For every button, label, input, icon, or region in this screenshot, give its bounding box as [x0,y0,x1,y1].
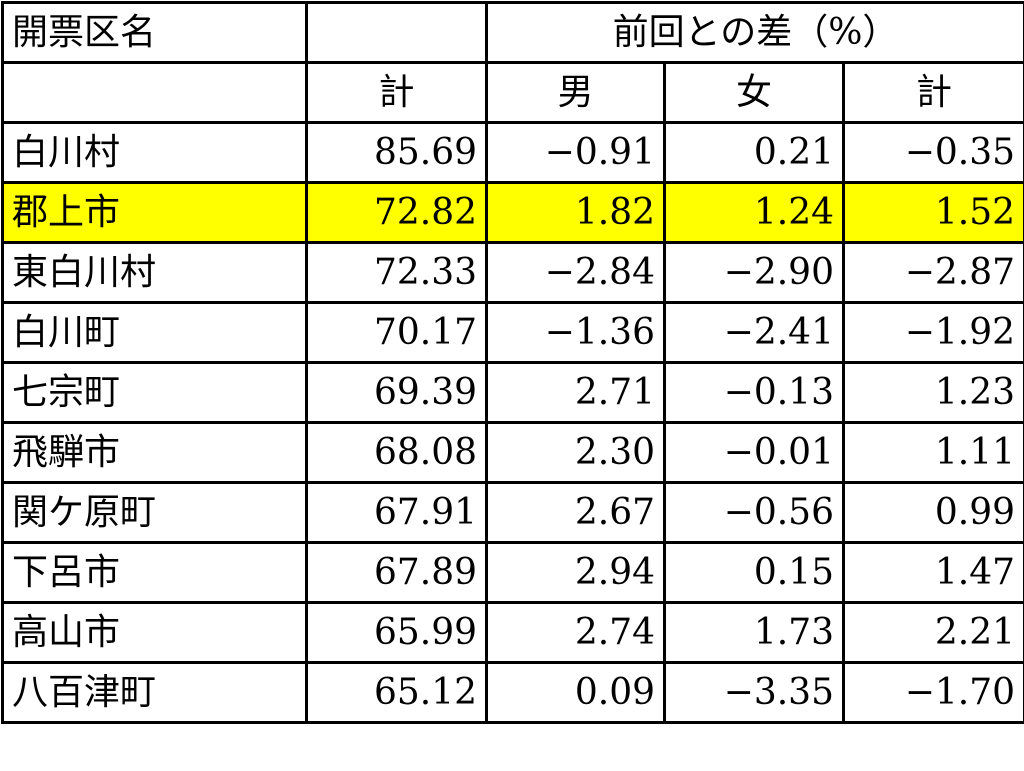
district-cell: 八百津町 [1,661,308,724]
header-cell: 前回との差（%） [484,1,1024,64]
value-cell: 72.82 [305,181,488,244]
value-cell: −2.41 [663,301,845,364]
value-cell: 2.21 [841,601,1024,664]
value-cell: −3.35 [663,661,845,724]
district-cell: 郡上市 [1,181,308,244]
value-cell: −0.01 [663,421,845,484]
value-cell: 2.30 [485,421,666,484]
value-cell: 1.47 [841,541,1024,604]
value-cell: −0.35 [841,121,1024,184]
data-row: 飛騨市 68.08 2.30 −0.01 1.11 [1,421,1024,484]
district-cell: 白川村 [1,121,308,184]
district-cell: 関ケ原町 [1,481,308,544]
data-row: 八百津町 65.12 0.09 −3.35 −1.70 [1,661,1024,724]
district-cell: 下呂市 [1,541,308,604]
district-cell: 高山市 [1,601,308,664]
header-cell: 計 [841,61,1024,124]
district-cell: 七宗町 [1,361,308,424]
header-cell: 開票区名 [1,1,308,64]
value-cell: −0.56 [663,481,845,544]
value-cell: 70.17 [305,301,488,364]
header-row: 計 男 女 計 [1,61,1024,124]
data-row: 白川村 85.69 −0.91 0.21 −0.35 [1,121,1024,184]
value-cell: 69.39 [305,361,488,424]
district-cell: 白川町 [1,301,308,364]
value-cell: −2.84 [485,241,666,304]
value-cell: −2.87 [841,241,1024,304]
value-cell: 1.11 [841,421,1024,484]
data-row: 郡上市 72.82 1.82 1.24 1.52 [1,181,1024,244]
district-cell: 飛騨市 [1,421,308,484]
data-table: 開票区名 前回との差（%） 計 男 女 計 白川村 85.69 −0.91 0.21−… [1,1,1024,724]
value-cell: 65.99 [305,601,488,664]
value-cell: 1.82 [485,181,666,244]
value-cell: 85.69 [305,121,488,184]
value-cell: 1.24 [663,181,845,244]
table-body: 開票区名 前回との差（%） 計 男 女 計 白川村 85.69 −0.91 0.21−… [1,1,1024,724]
value-cell: −0.13 [663,361,845,424]
value-cell: 65.12 [305,661,488,724]
value-cell: 1.73 [663,601,845,664]
value-cell: 72.33 [305,241,488,304]
value-cell: −0.91 [485,121,666,184]
value-cell: 67.89 [305,541,488,604]
value-cell: 0.21 [663,121,845,184]
value-cell: 2.74 [485,601,666,664]
data-row: 関ケ原町 67.91 2.67 −0.56 0.99 [1,481,1024,544]
value-cell: −2.90 [663,241,845,304]
value-cell: 0.99 [841,481,1024,544]
value-cell: −1.70 [841,661,1024,724]
value-cell: −1.92 [841,301,1024,364]
data-row: 下呂市 67.89 2.94 0.15 1.47 [1,541,1024,604]
data-row: 東白川村 72.33 −2.84 −2.90 −2.87 [1,241,1024,304]
value-cell: −1.36 [485,301,666,364]
district-cell: 東白川村 [1,241,308,304]
data-row: 高山市 65.99 2.74 1.73 2.21 [1,601,1024,664]
value-cell: 1.52 [841,181,1024,244]
value-cell: 2.94 [485,541,666,604]
header-cell [305,1,488,64]
value-cell: 1.23 [841,361,1024,424]
header-cell: 計 [305,61,488,124]
value-cell: 2.71 [485,361,666,424]
value-cell: 0.15 [663,541,845,604]
header-cell [1,61,308,124]
header-cell: 女 [663,61,845,124]
header-row: 開票区名 前回との差（%） [1,1,1024,64]
data-row: 七宗町 69.39 2.71 −0.13 1.23 [1,361,1024,424]
value-cell: 67.91 [305,481,488,544]
value-cell: 0.09 [485,661,666,724]
data-row: 白川町 70.17 −1.36 −2.41 −1.92 [1,301,1024,364]
value-cell: 68.08 [305,421,488,484]
value-cell: 2.67 [485,481,666,544]
header-cell: 男 [485,61,666,124]
